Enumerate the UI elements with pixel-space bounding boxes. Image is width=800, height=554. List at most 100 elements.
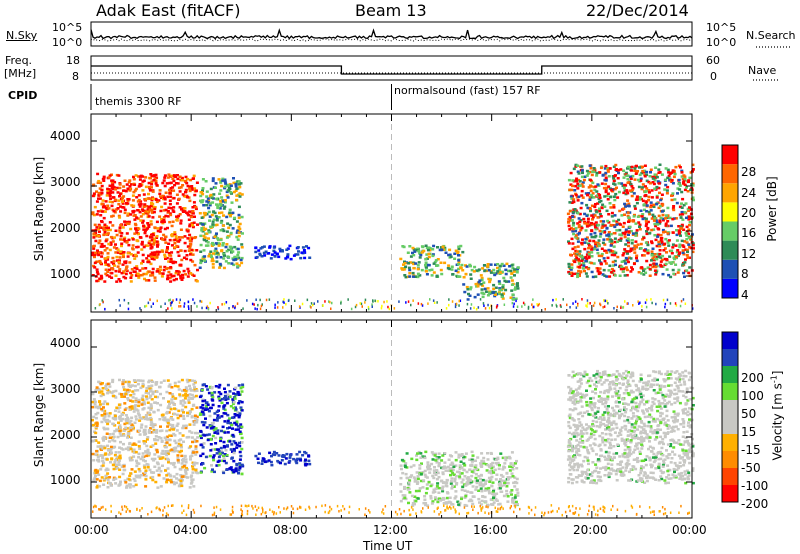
power-ground-cell <box>496 304 498 308</box>
velocity-cell <box>406 486 410 490</box>
power-ground-cell <box>482 302 485 305</box>
power-cell <box>516 282 519 285</box>
power-cell <box>123 208 127 212</box>
power-cell <box>439 268 443 272</box>
power-cell <box>570 237 574 241</box>
power-cell <box>214 182 218 185</box>
velocity-cell <box>184 405 188 409</box>
power-cell <box>627 216 631 219</box>
power-cell <box>186 177 189 181</box>
power-cell <box>102 226 106 229</box>
power-cell <box>624 243 628 246</box>
velocity-cell <box>102 477 106 481</box>
velocity-cell <box>490 466 494 470</box>
power-cell <box>154 173 158 177</box>
power-cell <box>144 185 148 189</box>
power-cell <box>218 262 222 266</box>
velocity-cell <box>182 394 186 397</box>
power-cell <box>643 194 647 198</box>
power-ground-cell <box>459 299 462 302</box>
velocity-cell <box>182 414 185 418</box>
velocity-cell <box>155 381 159 384</box>
power-cell <box>633 169 637 172</box>
velocity-cell <box>162 418 166 421</box>
velocity-cell <box>176 385 180 388</box>
velocity-cell <box>232 470 236 474</box>
velocity-cell <box>425 483 429 486</box>
power-cell <box>114 269 118 273</box>
power-cell <box>636 243 640 246</box>
power-cell <box>604 262 608 265</box>
power-cell <box>633 178 637 181</box>
power-cell <box>577 269 581 273</box>
power-cell <box>412 267 416 270</box>
velocity-cell <box>478 483 482 487</box>
power-cell <box>492 287 496 291</box>
velocity-cell <box>146 466 150 469</box>
velocity-cell <box>101 447 105 450</box>
power-cell <box>107 226 110 230</box>
power-cell <box>625 268 629 272</box>
power-cell <box>162 218 166 222</box>
power-cell <box>663 230 667 233</box>
velocity-cell <box>457 503 461 506</box>
velocity-cell <box>95 478 99 481</box>
power-cell <box>648 191 651 194</box>
velocity-cell <box>474 467 478 471</box>
power-cell <box>100 191 104 195</box>
power-cell <box>151 267 155 271</box>
power-cell <box>142 272 146 276</box>
power-cell <box>633 204 637 208</box>
power-cell <box>124 276 128 280</box>
velocity-cell <box>184 426 188 430</box>
power-cell <box>660 258 664 262</box>
power-cell <box>606 192 610 195</box>
velocity-cell <box>149 388 153 391</box>
power-cell <box>236 229 240 232</box>
velocity-cell <box>472 468 476 472</box>
velocity-cell <box>221 425 225 429</box>
power-cell <box>416 267 420 271</box>
power-cell <box>163 184 167 188</box>
power-cell <box>95 190 98 193</box>
power-cell <box>426 263 430 267</box>
power-cell <box>456 270 460 274</box>
velocity-cell <box>434 487 438 490</box>
power-cell <box>404 265 408 268</box>
power-cell <box>191 225 195 229</box>
velocity-cell <box>240 472 244 476</box>
power-cell <box>188 210 192 213</box>
power-ground-cell <box>577 304 579 307</box>
velocity-cell <box>164 418 168 422</box>
velocity-cell <box>199 436 203 440</box>
velocity-cell <box>484 463 488 466</box>
power-cell <box>511 293 515 296</box>
power-cell <box>131 194 135 197</box>
power-cell <box>625 258 629 261</box>
power-cell <box>188 233 192 237</box>
velocity-cell <box>156 438 160 442</box>
velocity-cell <box>101 454 105 457</box>
velocity-cell <box>214 385 218 388</box>
velocity-cell <box>404 462 408 465</box>
power-cell <box>108 191 112 194</box>
power-cell <box>185 257 189 261</box>
power-cell <box>205 239 209 243</box>
power-cell <box>608 240 612 243</box>
velocity-cell <box>120 413 124 416</box>
velocity-cell <box>223 390 227 394</box>
velocity-cell <box>180 378 184 382</box>
power-cell <box>590 196 594 199</box>
power-cell <box>302 249 306 252</box>
power-cell <box>641 254 645 257</box>
power-cell <box>168 220 172 224</box>
power-cell <box>673 172 677 176</box>
power-cell <box>186 245 190 248</box>
power-cell <box>416 272 420 276</box>
power-cell <box>227 248 231 252</box>
velocity-cell <box>457 453 461 456</box>
velocity-cell <box>279 461 282 465</box>
power-ground-cell <box>276 306 279 309</box>
power-cell <box>624 266 628 269</box>
power-cell <box>167 242 171 245</box>
